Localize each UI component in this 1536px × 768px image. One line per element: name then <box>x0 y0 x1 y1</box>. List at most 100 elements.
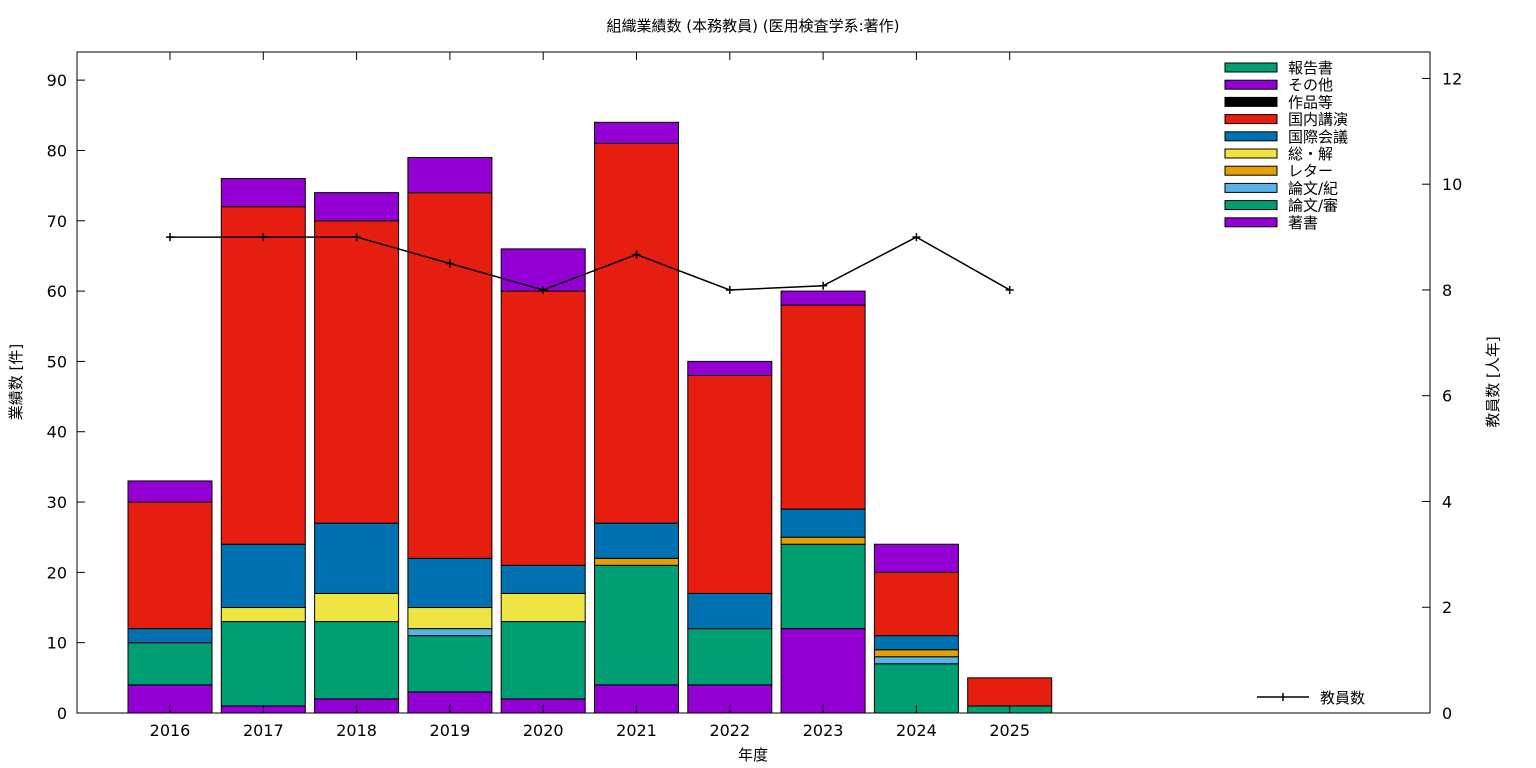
y2-tick-label: 4 <box>1442 492 1452 511</box>
bar-segment-2023-1 <box>780 543 866 630</box>
bar-segment-2018-5 <box>314 522 400 594</box>
legend-swatch <box>1224 148 1278 159</box>
bar-segment-2016-6 <box>127 501 213 630</box>
bar-segment-2023-8 <box>780 290 866 306</box>
legend-entry: 報告書 <box>1224 59 1333 77</box>
bar-segment-2021-6 <box>594 142 679 524</box>
bar-segment-2017-5 <box>220 543 306 609</box>
y2-axis-ticks: 0 2 4 6 8 10 12 <box>1422 69 1462 723</box>
y2-tick-label: 12 <box>1442 69 1462 88</box>
bar-segment-2018-4 <box>314 592 400 623</box>
legend-label: 著書 <box>1288 214 1318 232</box>
bar-stacks <box>127 121 1053 714</box>
legend-entry: 論文/審 <box>1224 197 1338 215</box>
faculty-point-2024 <box>912 233 921 242</box>
x-tick-label: 2020 <box>523 721 564 740</box>
faculty-point-2021 <box>632 250 641 259</box>
bar-segment-2016-1 <box>127 642 213 686</box>
legend-entry: 論文/紀 <box>1224 179 1338 197</box>
x-axis-ticks: 2016 2017 2018 2019 2020 2021 2022 2023 2024 2025 <box>150 52 1030 740</box>
line-legend: 教員数 <box>1257 689 1365 707</box>
y2-tick-label: 8 <box>1442 281 1452 300</box>
bar-segment-2017-4 <box>220 607 306 623</box>
x-tick-label: 2024 <box>896 721 937 740</box>
faculty-point-2022 <box>725 285 734 294</box>
bar-segment-2017-1 <box>220 621 306 707</box>
y-axis-label: 業績数 [件] <box>7 344 25 420</box>
bar-segment-2019-8 <box>407 156 493 194</box>
legend-label: 作品等 <box>1288 93 1333 111</box>
bar-segment-2025-6 <box>967 677 1053 707</box>
legend-label: その他 <box>1288 76 1333 94</box>
y-tick-label: 20 <box>47 563 67 582</box>
x-tick-label: 2023 <box>803 721 844 740</box>
bar-segment-2019-1 <box>407 635 493 693</box>
bar-segment-2024-3 <box>873 649 959 658</box>
bar-segment-2020-8 <box>500 248 586 292</box>
bar-segment-2016-5 <box>127 628 213 644</box>
bar-segment-2024-1 <box>873 663 959 714</box>
bar-segment-2019-6 <box>407 192 493 559</box>
legend-label: 論文/紀 <box>1288 179 1338 197</box>
y2-tick-label: 2 <box>1442 598 1452 617</box>
faculty-point-2017 <box>259 233 268 242</box>
bar-segment-2017-8 <box>220 178 306 208</box>
legend-label: レター <box>1288 162 1333 180</box>
bar-segment-2024-6 <box>873 571 959 637</box>
legend-swatch <box>1224 131 1278 142</box>
bar-segment-2024-5 <box>873 635 959 651</box>
faculty-point-2018 <box>352 233 361 242</box>
faculty-point-2020 <box>539 285 548 294</box>
bar-segment-2022-6 <box>687 374 773 594</box>
legend-entry: 総・解 <box>1224 145 1333 163</box>
bar-segment-2018-8 <box>314 192 400 222</box>
x-tick-label: 2017 <box>243 721 284 740</box>
faculty-line-path <box>170 236 1011 291</box>
y-tick-label: 60 <box>47 282 67 301</box>
plot-frame <box>76 51 1431 714</box>
legend-label: 総・解 <box>1288 145 1333 163</box>
bar-segment-2020-6 <box>500 290 586 566</box>
legend-swatch <box>1224 217 1278 228</box>
x-tick-label: 2022 <box>709 721 750 740</box>
line-legend-label: 教員数 <box>1320 689 1365 707</box>
legend-swatch <box>1224 114 1278 125</box>
faculty-point-2019 <box>445 259 454 268</box>
bar-segment-2021-1 <box>594 564 679 686</box>
legend-entry: 国内講演 <box>1224 111 1348 129</box>
y2-tick-label: 6 <box>1442 387 1452 406</box>
y-tick-label: 0 <box>57 704 67 723</box>
legend-swatch <box>1224 62 1278 73</box>
y2-axis-label: 教員数 [人年] <box>1484 336 1502 427</box>
x-tick-label: 2019 <box>430 721 471 740</box>
bar-segment-2020-5 <box>500 564 586 594</box>
y-tick-label: 40 <box>47 423 67 442</box>
legend-entry: その他 <box>1224 76 1333 94</box>
y-tick-label: 30 <box>47 493 67 512</box>
faculty-line <box>166 233 1014 294</box>
y-tick-label: 80 <box>47 141 67 160</box>
legend-swatch <box>1224 79 1278 90</box>
legend-entry: 作品等 <box>1224 93 1333 111</box>
chart-title: 組織業績数 (本務教員) (医用検査学系:著作) <box>607 17 900 35</box>
y-tick-label: 10 <box>47 634 67 653</box>
legend-entry: レター <box>1224 162 1333 180</box>
x-axis-label: 年度 <box>738 746 768 764</box>
legend-swatch <box>1224 182 1278 193</box>
legend-label: 報告書 <box>1288 59 1333 77</box>
legend-label: 国内講演 <box>1288 111 1348 129</box>
y-tick-label: 90 <box>47 71 67 90</box>
bar-segment-2023-0 <box>780 628 866 714</box>
legend-label: 国際会議 <box>1288 128 1348 146</box>
faculty-point-2016 <box>166 233 174 242</box>
x-tick-label: 2018 <box>336 721 377 740</box>
legend-swatch <box>1224 165 1278 176</box>
bar-segment-2021-8 <box>594 121 679 144</box>
bar-segment-2019-5 <box>407 557 493 609</box>
bar-segment-2024-8 <box>873 543 959 573</box>
y2-tick-label: 10 <box>1442 175 1462 194</box>
bar-segment-2024-2 <box>873 656 959 665</box>
x-tick-label: 2016 <box>150 721 191 740</box>
legend-label: 論文/審 <box>1288 197 1338 215</box>
